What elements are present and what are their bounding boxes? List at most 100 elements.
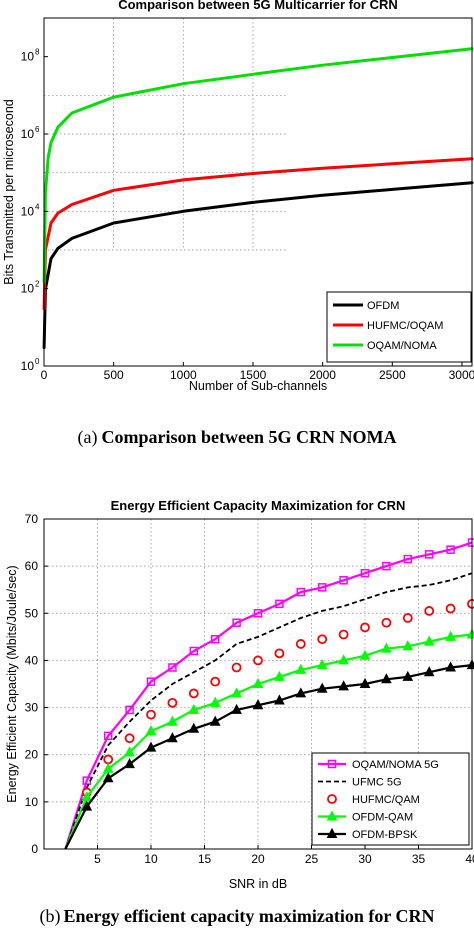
y-tick-label: 40 (25, 653, 39, 667)
y-tick-label: 70 (25, 512, 39, 526)
series-line-hufmc-oqam (42, 157, 474, 311)
data-point-hufmc-qam (424, 606, 435, 616)
chart-a-grid (44, 18, 288, 251)
x-tick-label: 5 (94, 852, 101, 866)
data-point-ofdm-bpsk (209, 715, 221, 726)
data-point-hufmc-qam (210, 676, 221, 687)
chart-a-title: Comparison between 5G Multicarrier for C… (118, 0, 398, 12)
series-line-ofdm (42, 181, 474, 350)
legend-swatch-hufmc-qam (327, 794, 337, 804)
chart-b-series (64, 538, 474, 850)
y-tick-exponent: 6 (35, 125, 40, 134)
y-tick-label: 50 (25, 606, 39, 620)
x-tick-label: 20 (251, 852, 265, 866)
data-point-hufmc-qam (146, 709, 156, 720)
data-point-ofdm-qam (252, 677, 264, 688)
data-point-ofdm-qam (359, 649, 371, 660)
data-point-ofdm-bpsk (167, 732, 178, 743)
chart-a-plot-frame (43, 17, 473, 367)
x-tick-label: 2500 (379, 368, 406, 382)
data-point-oqam-noma-5g (253, 609, 263, 618)
y-tick-label: 10 (21, 359, 35, 373)
data-point-hufmc-qam (381, 617, 392, 628)
data-point-oqam-noma-5g (317, 583, 327, 592)
data-point-ofdm-bpsk (423, 666, 435, 677)
legend-marker-ofdm-qam (326, 810, 338, 821)
y-tick-label: 20 (25, 748, 39, 762)
caption-b: (b) Energy efficient capacity maximizatio… (39, 906, 434, 927)
data-point-ofdm-bpsk (145, 741, 157, 752)
data-point-ofdm-bpsk (402, 670, 414, 681)
series-oqam-noma-5g (64, 538, 474, 850)
data-point-ofdm-qam (124, 746, 135, 757)
x-tick-label: 2000 (309, 368, 336, 382)
legend-label-ofdm-bpsk: OFDM-BPSK (352, 829, 418, 841)
x-tick-label: 1000 (170, 368, 197, 382)
data-point-hufmc-qam (338, 629, 349, 640)
data-point-oqam-noma-5g (189, 646, 199, 656)
data-point-oqam-noma-5g (382, 561, 391, 571)
legend-label-hufmc-qam: HUFMC/QAM (352, 794, 420, 806)
data-point-oqam-noma-5g (125, 705, 134, 715)
data-point-ofdm-bpsk (316, 682, 328, 693)
y-tick-exponent: 0 (35, 357, 40, 366)
data-point-ofdm-qam (167, 715, 178, 726)
series-ofdm-bpsk (64, 659, 474, 850)
data-point-hufmc-qam (231, 662, 242, 673)
data-point-ofdm-bpsk (338, 680, 349, 691)
y-tick-exponent: 4 (35, 202, 40, 211)
data-point-ofdm-bpsk (231, 703, 242, 714)
legend-label-ofdm-qam: OFDM-QAM (352, 812, 413, 824)
x-tick-label: 500 (104, 368, 124, 382)
data-point-ofdm-bpsk (81, 800, 93, 811)
data-point-oqam-noma-5g (296, 587, 306, 597)
x-tick-label: 10 (144, 852, 158, 866)
data-point-ofdm-qam (316, 659, 328, 670)
data-point-ofdm-qam (423, 635, 435, 646)
data-point-ofdm-qam (381, 642, 392, 653)
y-tick-exponent: 8 (35, 48, 40, 57)
legend-entry-oqam-noma-5g: OQAM/NOMA 5G (318, 759, 439, 771)
data-point-ofdm-bpsk (295, 687, 307, 698)
data-point-hufmc-qam (188, 688, 199, 699)
y-tick-label: 60 (25, 559, 39, 573)
data-point-ofdm-qam (145, 725, 157, 736)
y-tick-label: 10 (21, 204, 35, 218)
legend-entry-hufmc-qam: HUFMC/QAM (327, 794, 420, 806)
x-tick-label: 25 (305, 852, 319, 866)
data-point-hufmc-qam (124, 733, 135, 744)
caption-a-letter: (a) (78, 427, 98, 448)
data-point-ofdm-qam (231, 687, 242, 698)
data-point-hufmc-qam (402, 613, 413, 623)
series-line-ofdm-qam (64, 633, 473, 850)
data-point-oqam-noma-5g (339, 576, 348, 585)
chart-b-ticks: 5 10 15 20 25 30 35 40 0 10 20 30 40 50 60 70 (25, 512, 474, 866)
series-line-ofdm-bpsk (64, 664, 473, 850)
legend-box (311, 752, 470, 846)
y-tick-label: 10 (21, 127, 35, 141)
data-point-ofdm-bpsk (274, 694, 285, 705)
data-point-hufmc-qam (274, 648, 285, 659)
data-point-oqam-noma-5g (424, 550, 434, 559)
x-tick-label: 0 (41, 368, 48, 382)
data-point-ofdm-qam (295, 663, 307, 674)
data-point-ofdm-qam (274, 670, 285, 681)
legend-label-ufmc-5g: UFMC 5G (352, 777, 402, 789)
x-tick-label: 30 (358, 852, 372, 866)
legend-label-hufmc-oqam: HUFMC/OQAM (367, 320, 443, 332)
data-point-oqam-noma-5g (446, 545, 455, 554)
x-tick-label: 1500 (240, 368, 267, 382)
data-point-ofdm-bpsk (359, 677, 371, 688)
data-point-ofdm-qam (338, 654, 349, 665)
data-point-ofdm-qam (188, 703, 200, 714)
data-point-oqam-noma-5g (146, 677, 156, 686)
legend-entry-ofdm-qam: OFDM-QAM (318, 810, 413, 824)
x-tick-label: 40 (465, 852, 474, 866)
legend-label-oqam-noma: OQAM/NOMA (367, 340, 437, 352)
data-point-oqam-noma-5g (232, 618, 241, 627)
chart-b-ylabel: Energy Efficient Capacity (Mbits/Joule/s… (5, 565, 19, 802)
data-point-ofdm-bpsk (124, 758, 135, 769)
data-point-oqam-noma-5g (360, 568, 370, 578)
caption-b-text: Energy efficient capacity maximization f… (63, 906, 434, 926)
